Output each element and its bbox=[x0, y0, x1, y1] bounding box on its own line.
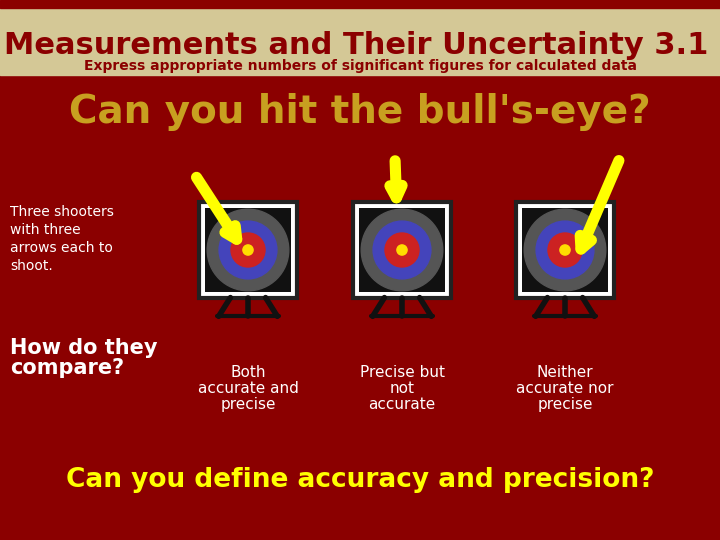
Text: precise: precise bbox=[537, 397, 593, 412]
Circle shape bbox=[542, 227, 588, 273]
Text: Can you hit the bull's-eye?: Can you hit the bull's-eye? bbox=[69, 93, 651, 131]
Bar bbox=[205, 208, 291, 292]
Circle shape bbox=[213, 215, 283, 285]
Text: Can you define accuracy and precision?: Can you define accuracy and precision? bbox=[66, 467, 654, 493]
Circle shape bbox=[231, 233, 265, 267]
Circle shape bbox=[524, 209, 606, 291]
Circle shape bbox=[397, 245, 407, 255]
Bar bbox=[0, 0, 720, 8]
Circle shape bbox=[554, 239, 576, 261]
Bar bbox=[0, 0, 720, 75]
Text: accurate: accurate bbox=[369, 397, 436, 412]
Circle shape bbox=[385, 233, 419, 267]
Circle shape bbox=[237, 239, 259, 261]
Circle shape bbox=[219, 221, 277, 279]
Bar bbox=[353, 202, 451, 298]
Bar bbox=[199, 202, 297, 298]
Text: not: not bbox=[390, 381, 415, 396]
Text: with three: with three bbox=[10, 223, 81, 237]
Bar bbox=[359, 208, 445, 292]
Circle shape bbox=[225, 227, 271, 273]
Circle shape bbox=[548, 233, 582, 267]
Circle shape bbox=[243, 245, 253, 255]
Text: Express appropriate numbers of significant figures for calculated data: Express appropriate numbers of significa… bbox=[84, 59, 636, 73]
Circle shape bbox=[207, 209, 289, 291]
Text: Neither: Neither bbox=[536, 365, 593, 380]
Text: shoot.: shoot. bbox=[10, 259, 53, 273]
Text: Precise but: Precise but bbox=[359, 365, 444, 380]
Text: Measurements and Their Uncertainty 3.1: Measurements and Their Uncertainty 3.1 bbox=[4, 31, 708, 60]
Text: Both: Both bbox=[230, 365, 266, 380]
Circle shape bbox=[373, 221, 431, 279]
Circle shape bbox=[530, 215, 600, 285]
Bar bbox=[516, 202, 614, 298]
Text: accurate nor: accurate nor bbox=[516, 381, 613, 396]
Circle shape bbox=[560, 245, 570, 255]
Circle shape bbox=[379, 227, 425, 273]
Circle shape bbox=[391, 239, 413, 261]
Text: How do they: How do they bbox=[10, 338, 158, 358]
Text: precise: precise bbox=[220, 397, 276, 412]
Text: accurate and: accurate and bbox=[197, 381, 298, 396]
Circle shape bbox=[367, 215, 437, 285]
Text: Three shooters: Three shooters bbox=[10, 205, 114, 219]
Circle shape bbox=[361, 209, 443, 291]
Text: compare?: compare? bbox=[10, 358, 124, 378]
Circle shape bbox=[536, 221, 594, 279]
Text: arrows each to: arrows each to bbox=[10, 241, 113, 255]
Bar bbox=[522, 208, 608, 292]
